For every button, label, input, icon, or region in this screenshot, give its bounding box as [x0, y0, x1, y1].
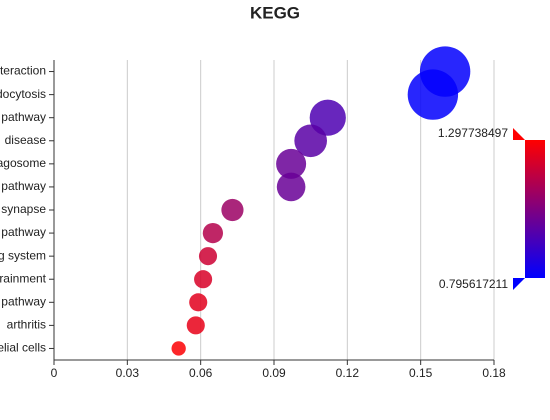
color-bar-min-marker — [513, 278, 525, 290]
bubble — [198, 247, 218, 266]
bubble — [221, 198, 244, 222]
y-tick-label: pathway — [1, 179, 46, 193]
color-bar-min-label: 0.795617211 — [439, 277, 509, 291]
x-tick-label: 0.06 — [189, 366, 213, 380]
y-tick-label: elial cells — [0, 341, 46, 355]
y-tick-label: disease — [5, 133, 47, 147]
bubble — [294, 124, 327, 158]
bubble — [276, 148, 307, 179]
color-bar-max-label: 1.297738497 — [438, 126, 508, 140]
color-bar-max-marker — [513, 128, 525, 140]
x-tick-label: 0.15 — [409, 366, 433, 380]
y-tick-label: g system — [0, 248, 46, 262]
x-tick-label: 0.03 — [116, 366, 140, 380]
bubble — [194, 270, 213, 289]
y-tick-label: rainment — [0, 271, 47, 285]
x-tick-label: 0 — [51, 366, 58, 380]
chart-title: KEGG — [250, 3, 300, 22]
y-tick-label: synapse — [1, 202, 46, 216]
bubble — [171, 341, 186, 356]
y-tick-label: pathway — [1, 294, 46, 308]
x-tick-label: 0.12 — [336, 366, 360, 380]
bubble — [189, 293, 208, 312]
y-tick-label: agosome — [0, 156, 46, 170]
y-tick-label: docytosis — [0, 87, 46, 101]
y-tick-label: pathway — [1, 225, 46, 239]
x-tick-label: 0.09 — [262, 366, 286, 380]
bubble — [202, 222, 224, 244]
bubble — [407, 69, 459, 120]
y-tick-label: arthritis — [7, 318, 46, 332]
bubble — [186, 316, 205, 335]
x-tick-label: 0.18 — [482, 366, 506, 380]
y-tick-label: pathway — [1, 110, 46, 124]
bubble — [276, 172, 306, 202]
y-tick-label: teraction — [0, 64, 46, 78]
color-bar — [525, 140, 545, 278]
